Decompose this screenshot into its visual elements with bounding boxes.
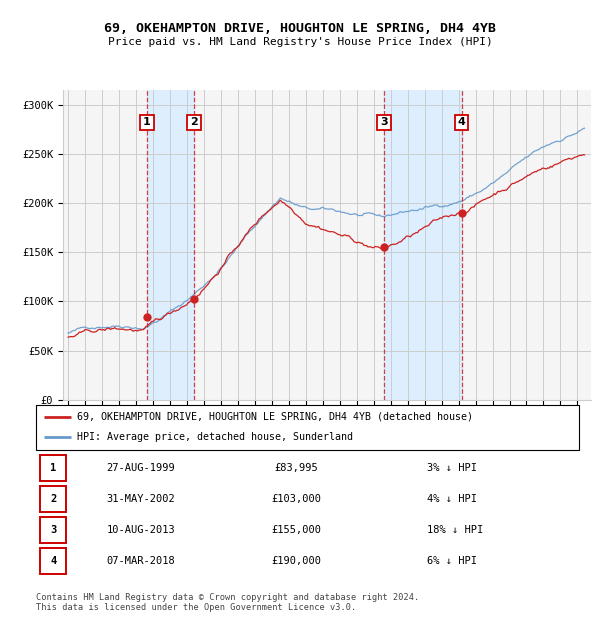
Text: 2: 2 [50,494,56,504]
Text: 31-MAY-2002: 31-MAY-2002 [107,494,175,504]
Text: Price paid vs. HM Land Registry's House Price Index (HPI): Price paid vs. HM Land Registry's House … [107,37,493,47]
FancyBboxPatch shape [36,405,579,450]
Text: 10-AUG-2013: 10-AUG-2013 [107,525,175,535]
Text: 3% ↓ HPI: 3% ↓ HPI [427,463,477,473]
Text: Contains HM Land Registry data © Crown copyright and database right 2024.
This d: Contains HM Land Registry data © Crown c… [36,593,419,612]
Text: 6% ↓ HPI: 6% ↓ HPI [427,556,477,566]
Text: 4% ↓ HPI: 4% ↓ HPI [427,494,477,504]
Text: £190,000: £190,000 [272,556,322,566]
FancyBboxPatch shape [40,486,67,512]
Bar [384,90,461,400]
Text: 1: 1 [50,463,56,473]
Text: 18% ↓ HPI: 18% ↓ HPI [427,525,483,535]
Text: 4: 4 [458,117,466,128]
Text: 1: 1 [143,117,151,128]
Text: 69, OKEHAMPTON DRIVE, HOUGHTON LE SPRING, DH4 4YB (detached house): 69, OKEHAMPTON DRIVE, HOUGHTON LE SPRING… [77,412,473,422]
Text: 3: 3 [380,117,388,128]
Text: 07-MAR-2018: 07-MAR-2018 [107,556,175,566]
Text: 69, OKEHAMPTON DRIVE, HOUGHTON LE SPRING, DH4 4YB: 69, OKEHAMPTON DRIVE, HOUGHTON LE SPRING… [104,22,496,35]
FancyBboxPatch shape [40,517,67,543]
FancyBboxPatch shape [40,548,67,574]
Text: 3: 3 [50,525,56,535]
Text: £83,995: £83,995 [275,463,319,473]
Text: £155,000: £155,000 [272,525,322,535]
Text: 4: 4 [50,556,56,566]
FancyBboxPatch shape [40,455,67,481]
Bar [147,90,194,400]
Text: 2: 2 [190,117,198,128]
Text: 27-AUG-1999: 27-AUG-1999 [107,463,175,473]
Text: £103,000: £103,000 [272,494,322,504]
Text: HPI: Average price, detached house, Sunderland: HPI: Average price, detached house, Sund… [77,432,353,443]
